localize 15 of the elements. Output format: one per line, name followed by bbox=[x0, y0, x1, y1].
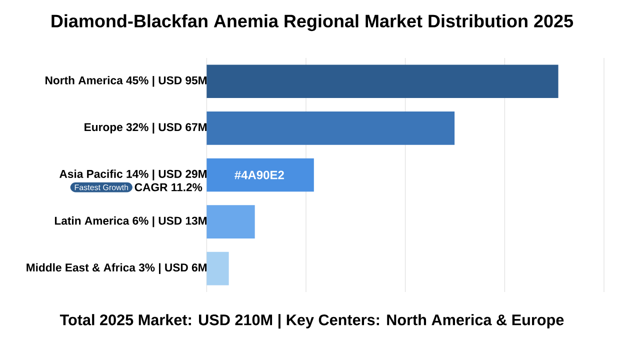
y-tick-label: Middle East & Africa 3% | USD 6M bbox=[26, 263, 207, 274]
y-tick-label: Europe 32% | USD 67M bbox=[84, 122, 207, 134]
text: Fastest Growth bbox=[74, 184, 128, 190]
y-tick-label: North America 45% | USD 95M bbox=[46, 76, 207, 87]
bar bbox=[206, 112, 455, 145]
bar bbox=[206, 158, 314, 192]
y-tick-label: Asia Pacific 14% | USD 29M bbox=[60, 170, 207, 180]
bar bbox=[206, 64, 558, 98]
bar bbox=[206, 205, 255, 238]
bar bbox=[206, 252, 229, 286]
annotation: #4A90E2 bbox=[234, 170, 284, 180]
chart-title: Diamond-Blackfan Anemia Regional Market Distribution 2025 bbox=[52, 14, 574, 32]
y-tick-label: Latin America 6% | USD 13M bbox=[54, 216, 207, 228]
annotation: CAGR 11.2% bbox=[134, 183, 202, 192]
text: Total 2025 Market: USD 210M | Key Centers: North America & Europe bbox=[60, 314, 564, 329]
